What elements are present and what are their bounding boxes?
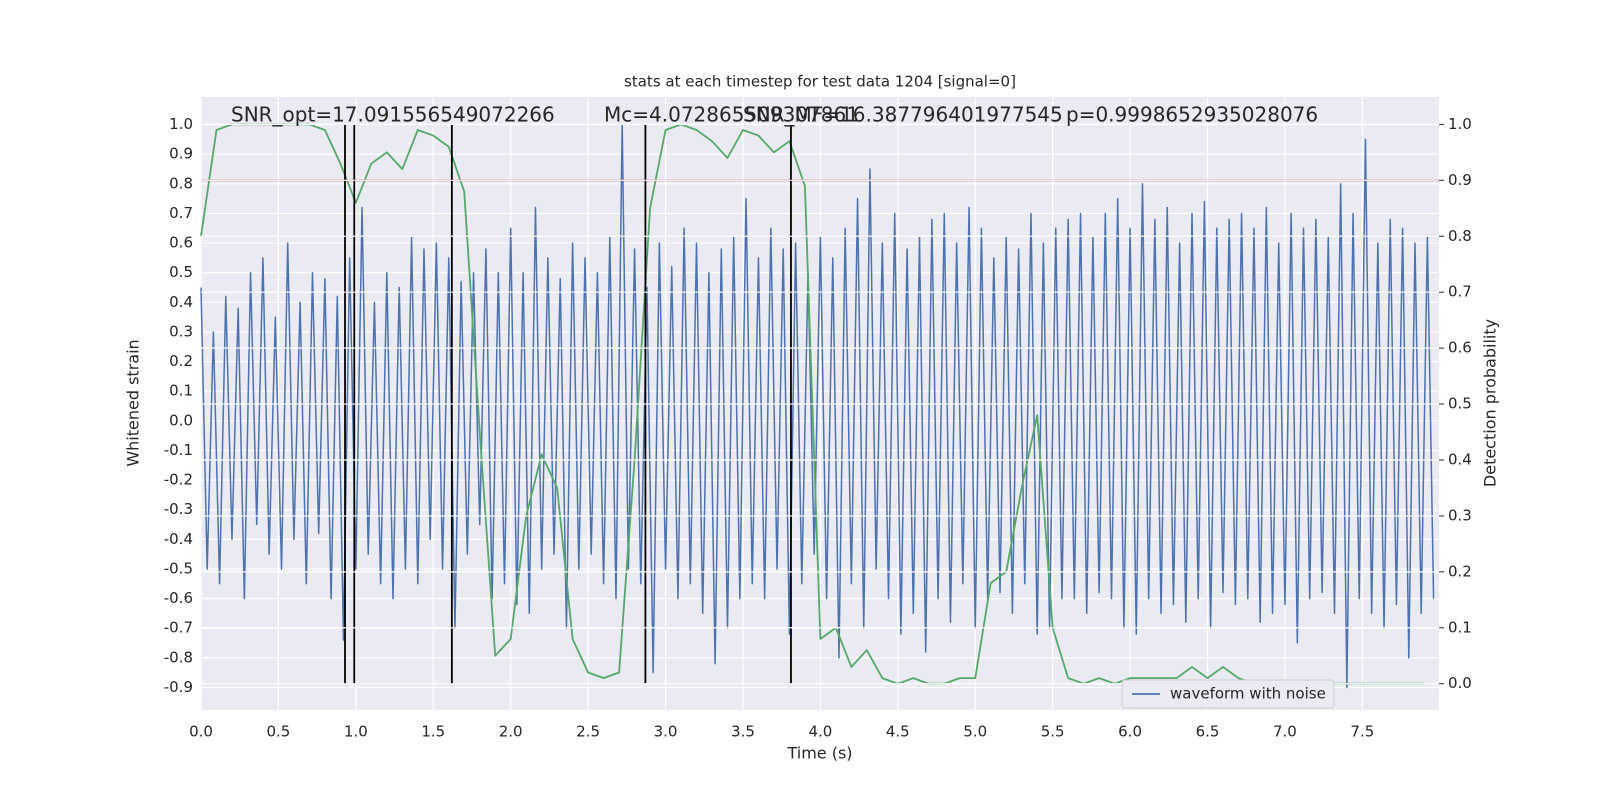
x-tick-label: 6.0 [1118, 723, 1142, 741]
x-tick-label: 0.0 [189, 723, 213, 741]
y2-tick-label: 0.9 [1448, 171, 1472, 189]
y-tick-label: 0.8 [169, 174, 193, 192]
x-tick-label: 4.0 [808, 723, 832, 741]
y-tick-label: 0.6 [169, 234, 193, 252]
x-tick-label: 7.0 [1273, 723, 1297, 741]
y-tick-label: 1.0 [169, 115, 193, 133]
x-tick-label: 1.0 [344, 723, 368, 741]
y2-tick-label: 0.2 [1448, 562, 1472, 580]
y-tick-label: -0.7 [164, 619, 193, 637]
y2-axis-label: Detection probability [1481, 319, 1500, 487]
series-line [200, 123, 1425, 685]
y2-tick-label: 1.0 [1448, 115, 1472, 133]
y-tick-label: -0.2 [164, 471, 193, 489]
y2-tick-label: 0.8 [1448, 227, 1472, 245]
x-tick-label: 5.5 [1041, 723, 1065, 741]
series-line [200, 123, 1435, 689]
x-tick-label: 3.5 [731, 723, 755, 741]
y-tick-label: -0.4 [164, 530, 193, 548]
y2-tick-label: 0.4 [1448, 450, 1472, 468]
y-tick-label: 0.9 [169, 145, 193, 163]
y-tick-label: 0.0 [169, 411, 193, 429]
y-tick-label: -0.6 [164, 589, 193, 607]
annotation: Mc=4.072865509307861 [604, 103, 859, 127]
y-tick-label: 0.5 [169, 263, 193, 281]
x-tick-label: 1.5 [421, 723, 445, 741]
annotation: SNR_opt=17.091556549072266 [231, 103, 555, 127]
y2-tick-label: 0.7 [1448, 283, 1472, 301]
y-axis-label: Whitened strain [124, 339, 143, 466]
x-tick-label: 7.5 [1350, 723, 1374, 741]
legend-box [1121, 679, 1335, 709]
y-tick-label: -0.8 [164, 648, 193, 666]
y-tick-label: 0.1 [169, 382, 193, 400]
y-tick-label: 0.4 [169, 293, 193, 311]
x-tick-label: 3.0 [654, 723, 678, 741]
chart-title: stats at each timestep for test data 120… [624, 73, 1016, 91]
y2-tick-label: 0.3 [1448, 506, 1472, 524]
y-tick-label: -0.3 [164, 500, 193, 518]
annotation: p=0.9998652935028076 [1066, 103, 1318, 127]
y2-tick-label: 0.5 [1448, 395, 1472, 413]
x-tick-label: 5.0 [963, 723, 987, 741]
x-tick-label: 0.5 [266, 723, 290, 741]
y-tick-label: 0.3 [169, 322, 193, 340]
x-tick-label: 6.5 [1196, 723, 1220, 741]
y-tick-label: -0.5 [164, 559, 193, 577]
x-axis-label: Time (s) [786, 744, 852, 763]
x-tick-label: 4.5 [886, 723, 910, 741]
x-tick-label: 2.5 [576, 723, 600, 741]
y2-tick-label: 0.6 [1448, 339, 1472, 357]
annotation: SNR_MF=16.387796401977545 [743, 103, 1063, 127]
x-tick-label: 2.0 [499, 723, 523, 741]
y2-tick-label: 0.1 [1448, 618, 1472, 636]
y-tick-label: -0.9 [164, 678, 193, 696]
legend-label: waveform with noise [1170, 685, 1326, 703]
y-tick-label: -0.1 [164, 441, 193, 459]
y2-tick-label: 0.0 [1448, 674, 1472, 692]
y-tick-label: 0.2 [169, 352, 193, 370]
y-tick-label: 0.7 [169, 204, 193, 222]
